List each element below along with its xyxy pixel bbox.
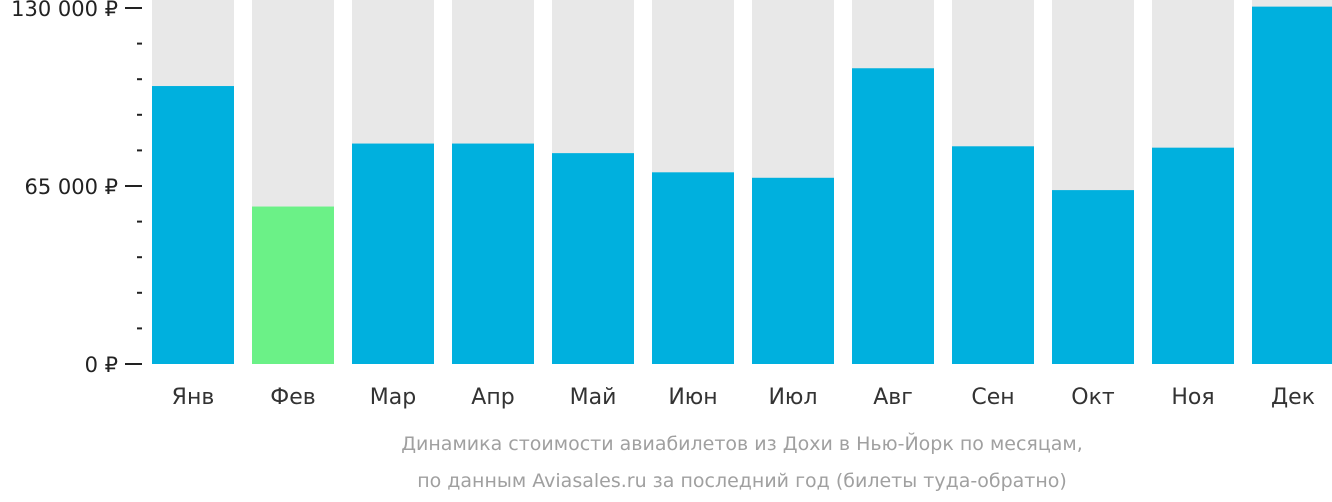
bar-8 xyxy=(852,68,934,364)
x-tick-label-11: Ноя xyxy=(1171,385,1214,410)
x-tick-label-3: Мар xyxy=(370,385,416,410)
bar-7 xyxy=(752,177,834,364)
x-tick-label-10: Окт xyxy=(1071,385,1115,410)
bar-10 xyxy=(1052,190,1134,364)
y-tick-label-2: 65 000 ₽ xyxy=(24,175,118,199)
bar-5 xyxy=(552,153,634,364)
x-tick-label-4: Апр xyxy=(471,385,514,410)
x-tick-label-2: Фев xyxy=(270,385,315,410)
bar-12 xyxy=(1252,6,1332,365)
bar-11 xyxy=(1152,147,1234,364)
x-tick-label-12: Дек xyxy=(1271,385,1315,410)
x-tick-label-5: Май xyxy=(570,385,617,410)
x-axis-labels: Янв Фев Мар Апр Май Июн Июл Авг Сен Окт Ноя Дек xyxy=(172,385,1315,410)
x-tick-label-9: Сен xyxy=(971,385,1014,410)
x-tick-label-6: Июн xyxy=(668,385,717,410)
y-tick-label-1: 0 ₽ xyxy=(85,353,118,377)
x-tick-label-8: Авг xyxy=(873,385,913,410)
caption-line-2: по данным Aviasales.ru за последний год … xyxy=(417,470,1067,492)
bar-4 xyxy=(452,143,534,364)
bar-9 xyxy=(952,146,1034,364)
bar-6 xyxy=(652,172,734,364)
x-tick-label-7: Июл xyxy=(768,385,817,410)
bar-1 xyxy=(152,86,234,365)
bar-3 xyxy=(352,143,434,364)
bar-2 xyxy=(252,206,334,364)
y-tick-label-3: 130 000 ₽ xyxy=(11,0,118,21)
caption-line-1: Динамика стоимости авиабилетов из Дохи в… xyxy=(401,432,1083,455)
y-axis: 0 ₽ 65 000 ₽ 130 000 ₽ xyxy=(11,0,142,377)
x-tick-label-1: Янв xyxy=(172,385,215,410)
bars xyxy=(152,6,1332,365)
